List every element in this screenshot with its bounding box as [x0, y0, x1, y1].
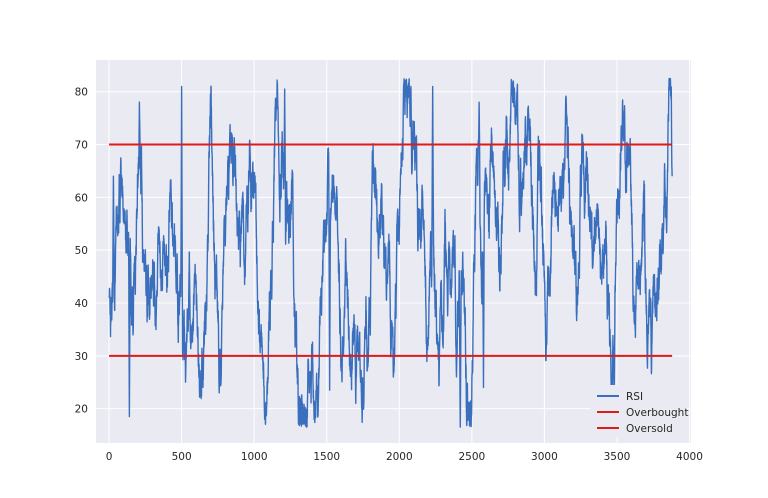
x-tick-label: 1000 — [241, 451, 268, 463]
x-tick-label: 1500 — [313, 451, 340, 463]
legend: RSI Overbought Oversold — [590, 385, 688, 437]
y-tick-label: 20 — [75, 404, 88, 416]
y-tick-label: 80 — [75, 87, 88, 99]
x-tick-label: 2500 — [458, 451, 485, 463]
y-axis-ticks: 20 30 40 50 60 70 80 — [75, 87, 88, 416]
y-tick-label: 70 — [75, 140, 88, 152]
x-tick-label: 0 — [106, 451, 113, 463]
y-tick-label: 50 — [75, 245, 88, 257]
x-tick-label: 2000 — [386, 451, 413, 463]
legend-label: Overbought — [626, 407, 688, 419]
y-tick-label: 30 — [75, 351, 88, 363]
x-tick-label: 4000 — [676, 451, 703, 463]
y-tick-label: 60 — [75, 192, 88, 204]
series-line-rsi — [108, 77, 673, 428]
x-tick-label: 500 — [172, 451, 192, 463]
series-layer — [108, 77, 673, 428]
legend-label: RSI — [626, 391, 643, 403]
x-tick-label: 3000 — [531, 451, 558, 463]
legend-label: Oversold — [626, 423, 673, 435]
y-tick-label: 40 — [75, 298, 88, 310]
x-tick-label: 3500 — [604, 451, 631, 463]
x-axis-ticks: 0 500 1000 1500 2000 2500 3000 3500 4000 — [106, 451, 703, 463]
